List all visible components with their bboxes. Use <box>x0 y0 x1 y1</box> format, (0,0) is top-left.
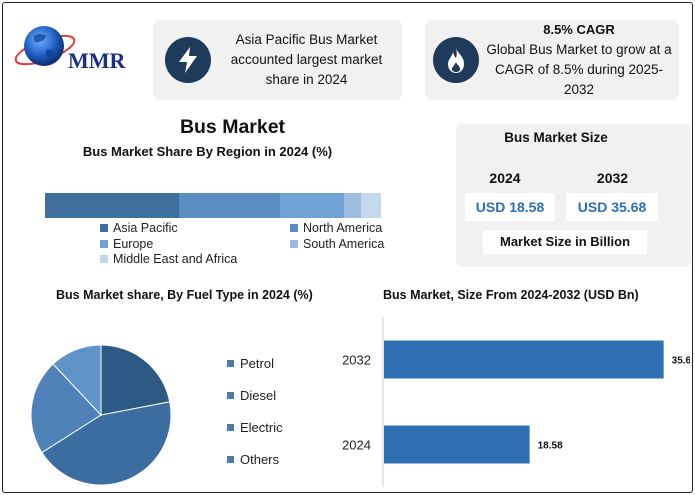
legend-label: Middle East and Africa <box>113 252 238 266</box>
legend-item-north-america: North America <box>290 221 382 235</box>
legend-item-europe: Europe <box>100 237 153 251</box>
info-card-text: Asia Pacific Bus Market accounted larges… <box>230 32 383 87</box>
pie-legend-item-petrol: Petrol <box>227 356 274 371</box>
legend-label: Others <box>240 452 280 467</box>
bar-2032 <box>384 340 664 379</box>
pie-legend-item-others: Others <box>227 452 279 467</box>
region-segment-north-america <box>179 193 281 218</box>
region-segment-asia-pacific <box>45 193 180 218</box>
chart-title: Bus Market <box>179 116 286 138</box>
legend-label: Electric <box>240 420 283 435</box>
legend-swatch <box>227 360 234 367</box>
legend-swatch <box>100 224 108 232</box>
chart-subtitle: Bus Market Share By Region in 2024 (%) <box>82 144 333 159</box>
region-segment-europe <box>280 193 345 218</box>
legend-label: Petrol <box>240 356 274 371</box>
value-2024: USD 18.58 <box>465 193 555 221</box>
pie-slice-electric <box>30 363 102 454</box>
tick-label-2032: 2032 <box>342 353 371 368</box>
legend-swatch <box>227 392 234 399</box>
legend-item-middle-east-and-africa: Middle East and Africa <box>100 252 237 266</box>
region-segment-middle-east-and-africa <box>360 193 381 218</box>
tick-label-2024: 2024 <box>342 438 371 453</box>
legend-swatch <box>290 224 298 232</box>
legend-item-south-america: South America <box>290 237 384 251</box>
info-card-cagr: 8.5% CAGR Global Bus Market to grow at a… <box>425 20 679 100</box>
pie-slice-others <box>52 344 102 417</box>
svg-text:MMR: MMR <box>68 48 127 73</box>
market-size-unit: Market Size in Billion <box>483 230 647 254</box>
year-2032-label: 2032 <box>596 170 629 186</box>
pie-chart-title: Bus Market share, By Fuel Type in 2024 (… <box>56 288 313 302</box>
legend-label: Asia Pacific <box>113 221 178 235</box>
legend-label: South America <box>303 237 385 251</box>
pie-slice-diesel <box>41 401 172 486</box>
data-label-2032: 35.68 <box>672 356 690 367</box>
data-label-2024: 18.58 <box>538 441 563 452</box>
year-2024-label: 2024 <box>489 170 521 186</box>
legend-item-asia-pacific: Asia Pacific <box>100 221 178 235</box>
pie-legend-item-electric: Electric <box>227 420 283 435</box>
region-segment-south-america <box>344 193 361 218</box>
lightning-icon <box>165 37 211 83</box>
legend-label: North America <box>303 221 383 235</box>
info-card-text: Global Bus Market to grow at a CAGR of 8… <box>486 42 672 97</box>
pie-slice-petrol <box>100 344 171 416</box>
pie-legend-item-diesel: Diesel <box>227 388 276 403</box>
legend-swatch <box>100 255 108 263</box>
bar-2024 <box>384 425 530 464</box>
fuel-type-pie-chart <box>30 344 172 486</box>
market-size-bar-chart: 2032 35.68 2024 18.58 <box>342 317 690 487</box>
cagr-title: 8.5% CAGR <box>543 22 615 37</box>
bar-chart-title: Bus Market, Size From 2024-2032 (USD Bn) <box>383 288 639 302</box>
info-card-asia-pacific: Asia Pacific Bus Market accounted larges… <box>153 20 402 100</box>
legend-swatch <box>227 424 234 431</box>
value-2032: USD 35.68 <box>566 193 658 221</box>
region-stacked-bar <box>45 193 381 218</box>
flame-icon <box>433 37 479 83</box>
legend-swatch <box>100 240 108 248</box>
market-size-title: Bus Market Size <box>504 130 608 145</box>
legend-label: Diesel <box>240 388 277 403</box>
legend-swatch <box>290 240 298 248</box>
mmr-logo: MMR <box>12 20 142 76</box>
legend-swatch <box>227 456 234 463</box>
legend-label: Europe <box>113 237 154 251</box>
